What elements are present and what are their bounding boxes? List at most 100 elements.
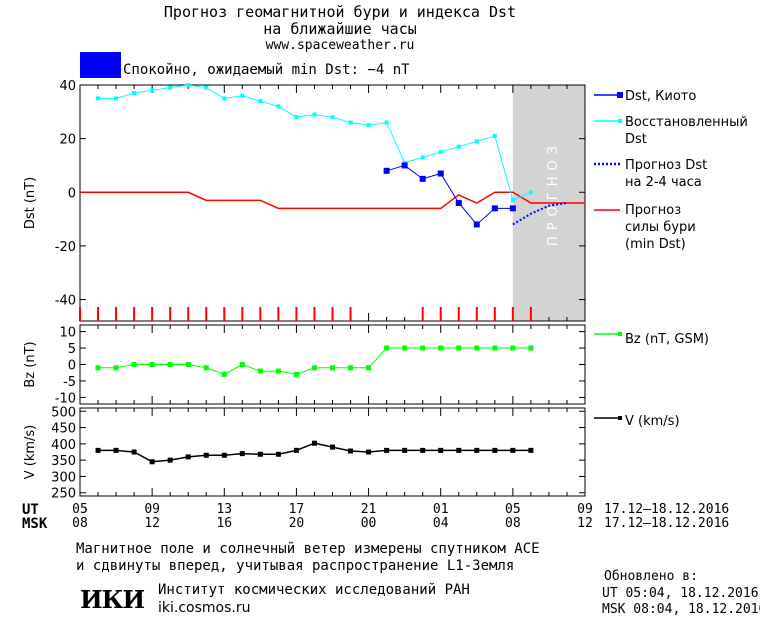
y-tick-label: 5 [68, 342, 76, 357]
dst-restored-point [222, 96, 227, 101]
speed-line [98, 442, 531, 463]
bz-point [384, 345, 390, 351]
bz-point [492, 345, 498, 351]
forecast-band-label: ПРОГНОЗ [546, 140, 561, 246]
msk-tick-label: 04 [432, 516, 449, 531]
y-tick-label: 10 [59, 326, 76, 341]
speed-point [456, 447, 462, 453]
speed-point [330, 444, 335, 450]
bz-point [149, 362, 155, 367]
bz-point [113, 365, 119, 371]
ut-date-range: 17.12–18.12.2016 [604, 502, 730, 517]
bz-point [275, 368, 281, 374]
dst-kyoto-point [491, 205, 498, 212]
dst-restored-point [240, 93, 245, 98]
panel-frame-0 [79, 84, 586, 322]
y-tick-label: -40 [55, 294, 76, 309]
bz-point [438, 345, 444, 351]
dst-forecast-line [512, 202, 568, 226]
ut-axis-label: UT [22, 502, 39, 518]
speed-point [149, 459, 155, 465]
iki-logo: ИКИ [80, 585, 145, 614]
institute-name: Институт космических исследований РАН [158, 582, 470, 598]
bz-point [402, 345, 408, 351]
bz-point [366, 365, 372, 371]
bz-point [257, 368, 263, 374]
ut-tick-label: 13 [216, 502, 233, 517]
dst-restored-point [420, 155, 425, 160]
legend-bz: Bz (nT, GSM) [625, 332, 709, 347]
speed-point [474, 447, 480, 453]
ut-tick-label: 05 [505, 502, 521, 517]
dst-restored-point [312, 112, 317, 117]
bz-point [456, 345, 462, 351]
updated-msk: MSK 08:04, 18.12.2016 [602, 602, 760, 617]
legend-marker-restored [618, 119, 622, 123]
dst-restored-point [258, 99, 263, 104]
dst-restored-point [366, 123, 371, 128]
bz-point [293, 371, 299, 377]
dst-restored-point [294, 115, 299, 120]
dst-kyoto-point [509, 205, 516, 212]
dst-restored-point [456, 144, 461, 149]
y-tick-label: 250 [51, 487, 76, 500]
speed-point [257, 451, 263, 457]
bz-point [474, 345, 480, 351]
bz-point [510, 345, 516, 351]
dst-restored-point [96, 96, 101, 101]
y-tick-label: 300 [51, 470, 76, 485]
bz-point [185, 362, 191, 367]
dst-restored-point [114, 96, 119, 101]
y-tick-label: -5 [63, 375, 76, 390]
institute-site-link[interactable]: iki.cosmos.ru [158, 600, 251, 616]
dst-restored-point [186, 83, 191, 87]
speed-point [95, 447, 101, 453]
legend-marker-kyoto [617, 92, 623, 98]
speed-point [366, 449, 372, 455]
legend-dst-forecast-2: на 2-4 часа [625, 175, 702, 190]
legend-marker-bz [618, 332, 622, 336]
ut-tick-label: 17 [288, 502, 305, 517]
dst-kyoto-line [386, 164, 513, 226]
dst-kyoto-point [383, 167, 390, 174]
msk-tick-label: 08 [72, 516, 88, 531]
y-tick-label: 500 [51, 405, 76, 420]
speed-point [492, 447, 498, 453]
status-text: Спокойно, ожидаемый min Dst: −4 nT [123, 62, 410, 78]
speed-point [239, 451, 245, 457]
msk-tick-label: 12 [577, 516, 593, 531]
speed-point [348, 448, 354, 454]
dst-restored-point [348, 120, 353, 125]
bz-point [420, 345, 426, 351]
speed-point [402, 447, 408, 453]
dst-kyoto-point [437, 170, 444, 177]
speed-point [293, 447, 299, 453]
storm-forecast-line [80, 191, 585, 210]
speed-point [221, 452, 227, 458]
bz-point [203, 365, 209, 371]
dst-restored-point [150, 88, 155, 93]
y-tick-label: 450 [51, 422, 76, 437]
ut-tick-label: 01 [432, 502, 449, 517]
ut-tick-label: 09 [577, 502, 593, 517]
updated-label: Обновлено в: [604, 569, 698, 584]
msk-tick-label: 20 [288, 516, 305, 531]
measurement-note-1: Магнитное поле и солнечный ветер измерен… [76, 541, 540, 557]
speed-point [311, 440, 317, 446]
bz-point [528, 345, 534, 351]
bz-point [131, 362, 137, 367]
dst-restored-point [438, 150, 443, 155]
msk-date-range: 17.12–18.12.2016 [604, 516, 730, 531]
status-color-swatch [80, 52, 121, 78]
speed-point [420, 447, 426, 453]
y-axis-label: Bz (nT) [23, 341, 38, 387]
bz-point [95, 365, 101, 371]
legend-dst-restored-2: Dst [625, 132, 647, 147]
speed-point [185, 454, 191, 460]
speed-point [438, 447, 444, 453]
dst-restored-point [168, 85, 173, 90]
dst-restored-point [384, 120, 389, 125]
bz-point [348, 365, 354, 371]
ut-tick-label: 21 [360, 502, 377, 517]
measurement-note-2: и сдвинуты вперед, учитывая распростране… [76, 558, 515, 574]
